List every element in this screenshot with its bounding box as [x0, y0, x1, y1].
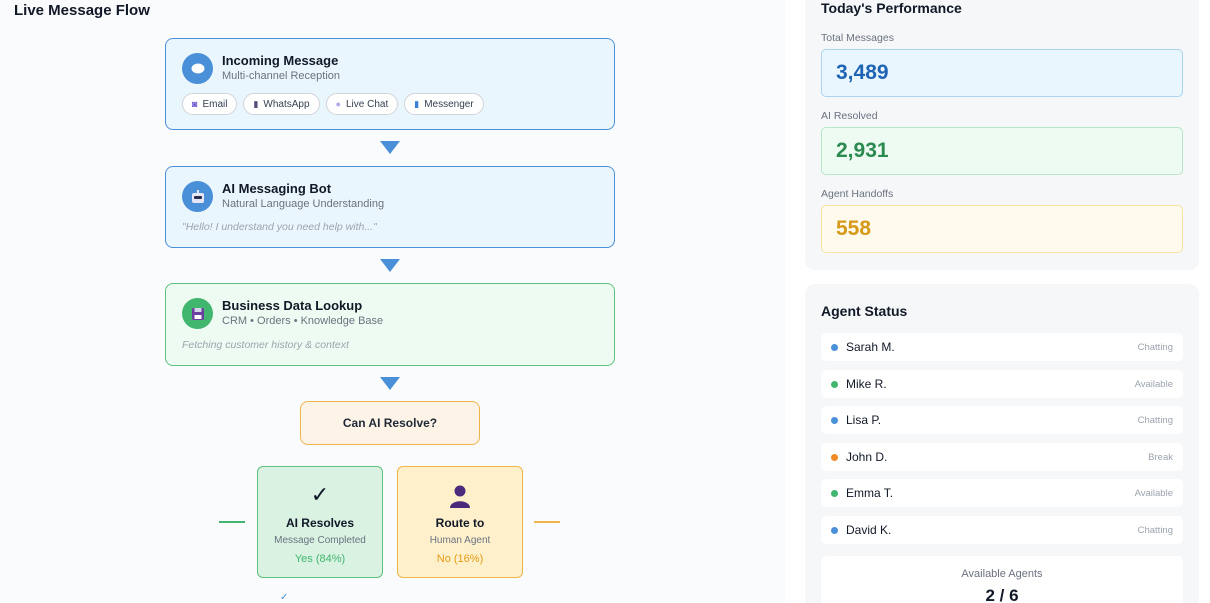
agent-name: John D.	[846, 450, 888, 464]
metric-label-total: Total Messages	[821, 32, 894, 44]
status-dot	[831, 416, 838, 424]
incoming-message-card: Incoming Message Multi-channel Reception…	[165, 38, 615, 130]
channel-label: Email	[202, 98, 228, 110]
flow-title: Live Message Flow	[14, 2, 150, 19]
performance-title: Today's Performance	[821, 0, 962, 16]
status-dot	[831, 526, 838, 534]
checkmark-icon: ✓	[310, 482, 330, 507]
channel-list: ◙ Email ▮ WhatsApp ● Live Chat ▮ Messeng…	[182, 93, 484, 115]
agent-name: Lisa P.	[846, 413, 882, 427]
channel-label: Live Chat	[345, 98, 389, 110]
agent-row[interactable]: John D. Break	[821, 443, 1183, 471]
incoming-subtitle: Multi-channel Reception	[222, 70, 341, 82]
decision-node: Can AI Resolve?	[300, 401, 480, 445]
metric-label-ai-resolved: AI Resolved	[821, 110, 878, 122]
channel-label: WhatsApp	[263, 98, 310, 110]
decision-label: Can AI Resolve?	[342, 416, 438, 430]
channel-chip-messenger[interactable]: ▮ Messenger	[404, 93, 484, 115]
agent-status: Chatting	[1137, 414, 1173, 426]
status-dot	[831, 380, 838, 388]
agent-status: Available	[1134, 487, 1173, 499]
agent-name: Emma T.	[846, 486, 894, 500]
route-title: Route to	[435, 516, 485, 530]
channel-chip-live-chat[interactable]: ● Live Chat	[325, 93, 399, 115]
agent-status: Available	[1134, 378, 1173, 390]
lookup-note: Fetching customer history & context	[182, 339, 349, 351]
status-dot	[831, 343, 838, 351]
metric-total-messages: 3,489	[821, 49, 1183, 97]
flow-arrow-down	[380, 377, 400, 390]
agent-status: Break	[1148, 451, 1173, 463]
bot-quote: "Hello! I understand you need help with.…	[182, 221, 377, 233]
ai-bot-card: AI Messaging Bot Natural Language Unders…	[165, 166, 615, 248]
messenger-icon: ▮	[414, 98, 420, 109]
robot-icon	[182, 181, 213, 212]
bot-subtitle: Natural Language Understanding	[222, 198, 385, 210]
agent-row[interactable]: Mike R. Available	[821, 370, 1183, 398]
metric-label-handoffs: Agent Handoffs	[821, 188, 894, 200]
message-flow-panel: Live Message Flow Incoming Message Multi…	[14, 2, 615, 603]
status-dot	[831, 453, 838, 461]
available-agents-label: Available Agents	[961, 568, 1043, 580]
agent-status: Chatting	[1137, 341, 1173, 353]
ai-resolves-result: Yes (84%)	[294, 553, 346, 565]
ai-resolves-card: ✓ AI Resolves Message Completed Yes (84%…	[257, 466, 383, 578]
ai-resolves-subtitle: Message Completed	[274, 535, 366, 546]
chat-bubble-icon	[182, 53, 213, 84]
flow-arrow-down	[380, 259, 400, 272]
incoming-title: Incoming Message	[222, 53, 339, 68]
agent-status: Chatting	[1137, 524, 1173, 536]
route-subtitle: Human Agent	[429, 535, 491, 546]
agent-row[interactable]: Lisa P. Chatting	[821, 406, 1183, 434]
connector-line-orange	[534, 521, 560, 523]
chat-bubble-icon: ●	[335, 99, 341, 109]
connector-line-green	[219, 521, 245, 523]
route-to-agent-card: Route to Human Agent No (16%)	[397, 466, 523, 578]
agent-row[interactable]: Emma T. Available	[821, 479, 1183, 507]
available-agents-box: Available Agents 2 / 6	[821, 556, 1183, 603]
flow-arrow-down	[380, 141, 400, 154]
ai-resolves-title: AI Resolves	[285, 516, 355, 530]
metric-agent-handoffs: 558	[821, 205, 1183, 253]
lookup-title: Business Data Lookup	[222, 298, 363, 313]
lookup-subtitle: CRM • Orders • Knowledge Base	[222, 315, 384, 327]
agent-status-title: Agent Status	[821, 303, 908, 319]
performance-panel: Today's Performance Total Messages 3,489…	[805, 0, 1199, 270]
route-result: No (16%)	[436, 553, 484, 565]
channel-chip-whatsapp[interactable]: ▮ WhatsApp	[243, 93, 320, 115]
agent-row[interactable]: David K. Chatting	[821, 516, 1183, 544]
available-agents-value: 2 / 6	[985, 586, 1019, 603]
partial-checkmark-icon: ✓	[280, 592, 289, 603]
agent-name: Mike R.	[846, 377, 887, 391]
channel-label: Messenger	[424, 98, 474, 110]
agent-status-panel: Agent Status Sarah M. Chatting Mike R. A…	[805, 284, 1199, 603]
channel-chip-email[interactable]: ◙ Email	[182, 93, 238, 115]
floppy-disk-icon	[182, 298, 213, 329]
email-icon: ◙	[192, 99, 198, 109]
metric-ai-resolved: 2,931	[821, 127, 1183, 175]
bot-title: AI Messaging Bot	[222, 181, 332, 196]
status-dot	[831, 489, 838, 497]
agent-row[interactable]: Sarah M. Chatting	[821, 333, 1183, 361]
whatsapp-icon: ▮	[253, 98, 259, 109]
metric-value-ai-resolved: 2,931	[836, 139, 889, 162]
data-lookup-card: Business Data Lookup CRM • Orders • Know…	[165, 283, 615, 366]
metric-value-handoffs: 558	[836, 217, 872, 240]
agent-name: Sarah M.	[846, 340, 895, 354]
person-icon	[398, 481, 522, 509]
agent-name: David K.	[846, 523, 892, 537]
metric-value-total: 3,489	[836, 61, 889, 84]
